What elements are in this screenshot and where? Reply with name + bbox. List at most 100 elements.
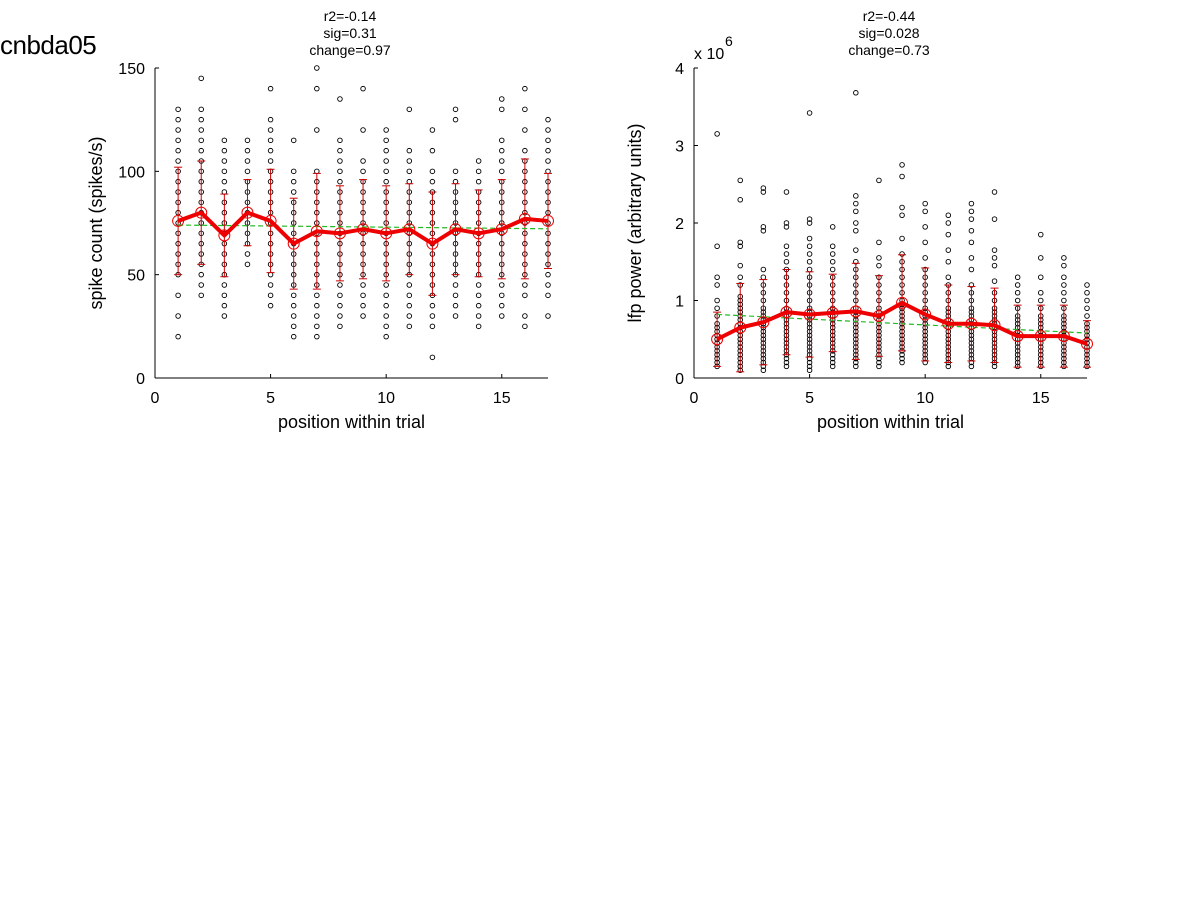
spike-data-point xyxy=(522,292,528,299)
lfp-data-point xyxy=(783,224,790,230)
spike-data-point xyxy=(198,127,204,133)
spike-data-point xyxy=(221,292,228,299)
lfp-mean-marker xyxy=(965,317,978,330)
spike-data-point xyxy=(198,271,204,278)
lfp-data-point xyxy=(853,247,859,253)
spike-data-point xyxy=(429,147,436,154)
spike-data-point xyxy=(383,333,389,340)
spike-data-point xyxy=(337,178,343,185)
lfp-data-point xyxy=(945,247,952,253)
lfp-data-point xyxy=(853,90,859,96)
lfp-data-point xyxy=(922,208,928,215)
lfp-data-point xyxy=(783,363,790,370)
lfp-data-point xyxy=(714,305,720,312)
spike-data-point xyxy=(175,333,181,340)
lfp-y-tick-label: 4 xyxy=(675,61,684,78)
spike-data-point xyxy=(475,178,482,185)
spike-stat-line: r2=-0.14 xyxy=(324,8,377,24)
lfp-data-point xyxy=(945,212,952,218)
lfp-data-point xyxy=(876,239,882,246)
lfp-data-point xyxy=(968,255,975,261)
lfp-data-point xyxy=(853,227,859,234)
lfp-mean-marker xyxy=(988,319,1001,332)
lfp-mean-marker xyxy=(1011,330,1024,343)
spike-mean-marker xyxy=(426,237,439,250)
spike-data-point xyxy=(244,251,251,257)
lfp-data-point xyxy=(876,359,882,366)
lfp-data-point xyxy=(760,274,767,281)
lfp-x-tick-label: 10 xyxy=(916,390,934,407)
spike-x-tick-label: 0 xyxy=(151,390,160,407)
spike-data-point xyxy=(290,292,297,299)
spike-data-point xyxy=(290,313,297,319)
spike-mean-marker xyxy=(264,214,277,227)
spike-data-point xyxy=(314,85,320,92)
lfp-data-point xyxy=(945,231,952,238)
lfp-data-point xyxy=(968,208,975,215)
spike-data-point xyxy=(383,158,389,164)
spike-mean-marker xyxy=(333,227,346,240)
spike-data-point xyxy=(429,354,436,361)
lfp-data-point xyxy=(714,282,720,288)
spike-data-point xyxy=(198,137,204,144)
spike-data-point xyxy=(290,178,297,185)
spike-data-point xyxy=(198,147,204,154)
lfp-data-point xyxy=(1084,313,1090,319)
spike-data-point xyxy=(290,323,297,330)
spike-data-point xyxy=(545,271,551,278)
lfp-x-tick-label: 5 xyxy=(805,390,814,407)
lfp-mean-marker xyxy=(919,308,932,321)
lfp-data-point xyxy=(1061,297,1067,304)
lfp-data-point xyxy=(806,235,813,242)
lfp-y-tick-label: 0 xyxy=(675,371,684,388)
lfp-data-point xyxy=(737,239,743,246)
spike-data-point xyxy=(244,168,251,175)
lfp-mean-marker xyxy=(780,306,793,319)
lfp-data-point xyxy=(829,363,836,370)
spike-data-point xyxy=(360,85,366,92)
lfp-data-point xyxy=(783,359,790,366)
lfp-data-point xyxy=(991,247,998,253)
lfp-data-point xyxy=(945,259,952,265)
lfp-data-point xyxy=(991,363,998,370)
spike-x-tick-label: 5 xyxy=(266,390,275,407)
lfp-data-point xyxy=(1014,274,1021,281)
spike-data-point xyxy=(545,127,551,133)
spike-data-point xyxy=(499,106,505,113)
spike-data-point xyxy=(198,282,204,288)
lfp-data-point xyxy=(806,266,813,273)
spike-data-point xyxy=(221,282,228,288)
lfp-data-point xyxy=(991,189,998,195)
lfp-data-point xyxy=(806,243,813,249)
lfp-mean-marker xyxy=(872,310,885,322)
spike-data-point xyxy=(360,302,366,309)
spike-mean-marker xyxy=(380,227,393,240)
spike-data-point xyxy=(175,147,181,154)
spike-data-point xyxy=(475,323,482,330)
spike-data-point xyxy=(314,302,320,309)
spike-data-point xyxy=(314,292,320,299)
lfp-data-point xyxy=(899,162,905,168)
spike-data-point xyxy=(267,147,274,154)
lfp-data-point xyxy=(853,363,859,370)
spike-data-point xyxy=(337,292,343,299)
spike-data-point xyxy=(221,168,228,175)
spike-data-point xyxy=(360,168,366,175)
lfp-data-point xyxy=(945,363,952,370)
lfp-data-point xyxy=(1014,282,1021,288)
lfp-data-point xyxy=(899,359,905,366)
lfp-data-point xyxy=(876,262,882,269)
spike-y-axis-label: spike count (spikes/s) xyxy=(86,136,106,309)
spike-data-point xyxy=(429,168,436,175)
lfp-data-point xyxy=(899,235,905,242)
spike-data-point xyxy=(267,302,274,309)
spike-data-point xyxy=(499,96,505,102)
spike-data-point xyxy=(290,302,297,309)
lfp-data-point xyxy=(876,255,882,261)
spike-data-point xyxy=(244,261,251,268)
lfp-data-point xyxy=(1061,282,1067,288)
lfp-stat-line: sig=0.028 xyxy=(858,25,919,41)
lfp-data-point xyxy=(968,200,975,207)
spike-data-point xyxy=(290,189,297,195)
lfp-trend-line xyxy=(717,313,1088,334)
